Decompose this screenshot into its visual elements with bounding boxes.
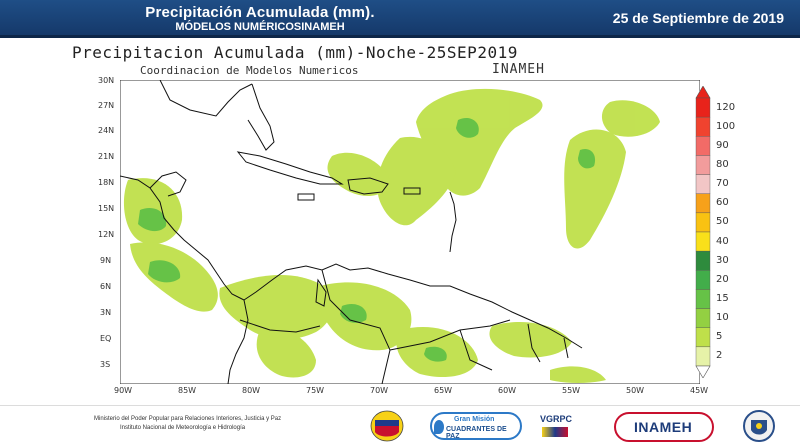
lon-tick: 50W xyxy=(626,386,645,395)
lat-tick: 3S xyxy=(100,360,111,369)
footer-institute: Instituto Nacional de Meteorología e Hid… xyxy=(120,425,246,431)
location-pin-icon xyxy=(434,420,444,434)
colorbar-segment xyxy=(695,327,711,348)
vgrpc-label: VGRPC xyxy=(540,414,573,424)
lon-tick: 65W xyxy=(434,386,453,395)
map-org-label: INAMEH xyxy=(492,62,545,77)
map-title: Precipitacion Acumulada (mm)-Noche-25SEP… xyxy=(72,43,518,62)
colorbar-segment xyxy=(695,193,711,214)
vgrpc-logo: VGRPC xyxy=(538,411,574,441)
colorbar-label: 70 xyxy=(716,178,729,190)
flag-stripe xyxy=(542,427,568,437)
colorbar-label: 100 xyxy=(716,120,736,132)
colorbar-label: 10 xyxy=(716,312,729,324)
lat-tick: 3N xyxy=(100,308,112,317)
colorbar-label: 2 xyxy=(716,350,723,362)
colorbar-label: 15 xyxy=(716,293,729,304)
coastlines xyxy=(120,80,583,384)
colorbar-segment xyxy=(695,155,711,175)
lon-tick: 45W xyxy=(690,386,709,395)
colorbar-segment xyxy=(695,174,711,194)
footer: Ministerio del Poder Popular para Relaci… xyxy=(0,405,800,445)
header-title: Precipitación Acumulada (mm). xyxy=(145,4,375,21)
inameh-logo: INAMEH xyxy=(614,412,714,442)
lon-tick: 80W xyxy=(242,386,261,395)
lat-tick: 15N xyxy=(98,204,115,213)
colorbar-label: 30 xyxy=(716,254,729,266)
lat-tick: 27N xyxy=(98,101,115,110)
lon-tick: 75W xyxy=(306,386,325,395)
lat-tick: 6N xyxy=(100,282,112,291)
colorbar-label: 120 xyxy=(716,101,736,113)
footer-ministry: Ministerio del Poder Popular para Relaci… xyxy=(94,416,282,422)
colorbar-segment xyxy=(695,136,711,156)
colorbar-segment xyxy=(695,231,711,252)
lat-tick: 12N xyxy=(98,230,115,239)
lat-tick: 9N xyxy=(100,256,112,265)
colorbar-segment xyxy=(695,116,711,137)
colorbar-label: 40 xyxy=(716,235,729,247)
precip-cores xyxy=(138,117,596,362)
lat-tick: EQ xyxy=(100,334,112,343)
lon-tick: 85W xyxy=(178,386,197,395)
colorbar-top-arrow xyxy=(695,86,711,99)
precipitation-map xyxy=(120,80,700,384)
colorbar-bottom-arrow xyxy=(695,365,711,378)
lat-tick: 30N xyxy=(98,76,115,85)
map-subtitle: Coordinacion de Modelos Numericos xyxy=(140,64,359,77)
colorbar-segment xyxy=(695,97,711,118)
venezuela-shield-logo xyxy=(370,410,404,445)
lon-tick: 55W xyxy=(562,386,581,395)
colorbar-label: 60 xyxy=(716,197,729,209)
colorbar-segment xyxy=(695,212,711,233)
colorbar-label: 80 xyxy=(716,159,729,170)
precip-areas xyxy=(123,88,660,383)
lat-tick: 24N xyxy=(98,126,115,135)
lon-tick: 60W xyxy=(498,386,517,395)
colorbar-segment xyxy=(695,308,711,328)
lat-tick: 18N xyxy=(98,178,115,187)
lat-tick: 21N xyxy=(98,152,115,161)
colorbar-label: 90 xyxy=(716,139,729,151)
map-panel: Precipitacion Acumulada (mm)-Noche-25SEP… xyxy=(60,42,760,400)
lon-tick: 70W xyxy=(370,386,389,395)
gran-mision-logo: Gran Misión CUADRANTES DE PAZ xyxy=(430,412,522,440)
inameh-label: INAMEH xyxy=(634,419,693,435)
gran-mision-top: Gran Misión xyxy=(454,416,495,423)
lon-tick: 90W xyxy=(114,386,133,395)
header-subtitle: MÓDELOS NUMÉRICOSINAMEH xyxy=(175,21,345,33)
colorbar-label: 5 xyxy=(716,331,723,343)
colorbar-segment xyxy=(695,270,711,290)
colorbar-segment xyxy=(695,289,711,309)
colorbar-label: 20 xyxy=(716,273,729,285)
gran-mision-bottom: CUADRANTES DE PAZ xyxy=(446,426,507,440)
header-date: 25 de Septiembre de 2019 xyxy=(612,10,784,26)
colorbar-segment xyxy=(695,346,711,367)
emblem-logo xyxy=(742,410,776,445)
colorbar xyxy=(695,86,711,378)
colorbar-label: 50 xyxy=(716,216,729,228)
colorbar-segment xyxy=(695,250,711,271)
header-band: Precipitación Acumulada (mm). MÓDELOS NU… xyxy=(0,0,800,38)
